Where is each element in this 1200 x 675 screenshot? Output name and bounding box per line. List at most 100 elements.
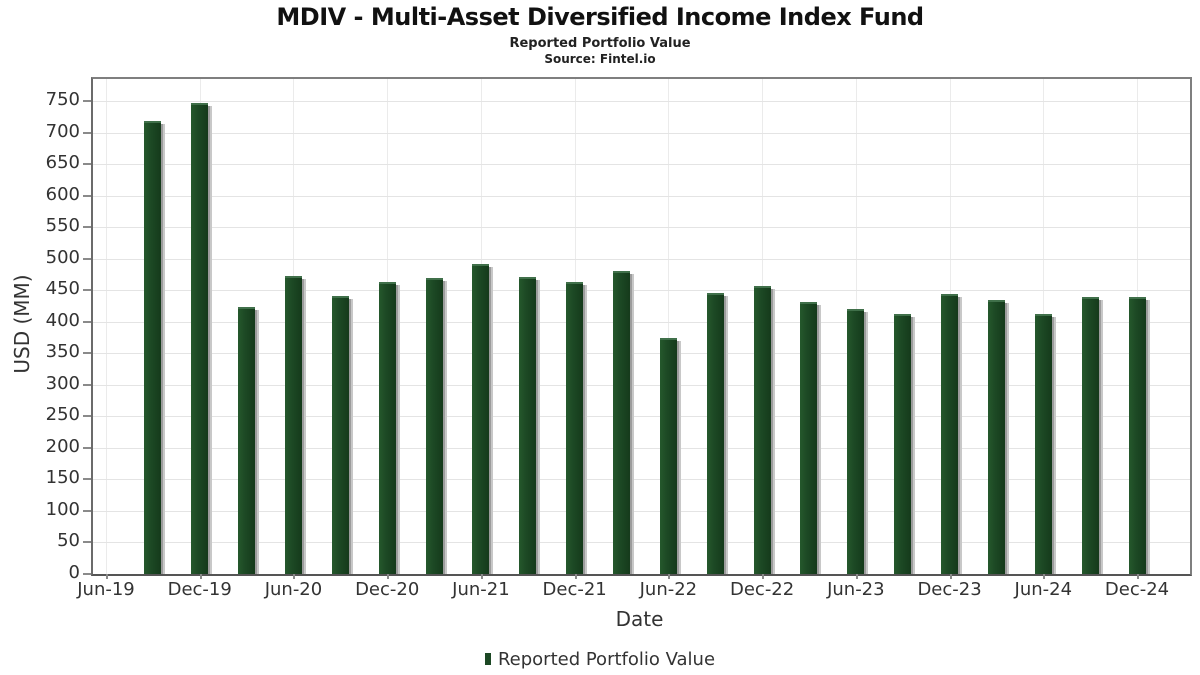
y-tick-label: 150 bbox=[45, 467, 80, 489]
bar-sep-19[interactable] bbox=[144, 121, 162, 574]
y-gridline bbox=[93, 101, 1190, 103]
bar-jun-22[interactable] bbox=[659, 338, 677, 574]
bar-dec-23[interactable] bbox=[941, 294, 959, 574]
y-tick-label: 750 bbox=[45, 89, 80, 111]
y-gridline bbox=[93, 195, 1190, 197]
bar-dec-22[interactable] bbox=[753, 286, 771, 574]
y-tick-mark bbox=[83, 257, 91, 260]
x-tick-label: Jun-21 bbox=[452, 579, 510, 600]
x-tick-mark bbox=[387, 574, 390, 579]
chart-source: Source: Fintel.io bbox=[544, 52, 656, 66]
x-tick-mark bbox=[762, 574, 765, 579]
y-tick-mark bbox=[83, 100, 91, 103]
y-gridline bbox=[93, 384, 1190, 386]
y-gridline bbox=[93, 258, 1190, 260]
x-tick-label: Jun-23 bbox=[827, 579, 885, 600]
bar-sep-20[interactable] bbox=[331, 295, 349, 574]
bar-mar-20[interactable] bbox=[238, 307, 256, 574]
y-tick-label: 350 bbox=[45, 341, 80, 363]
chart-subtitle: Reported Portfolio Value bbox=[509, 36, 691, 51]
y-tick-label: 0 bbox=[68, 562, 80, 583]
legend[interactable]: Reported Portfolio Value bbox=[0, 645, 1200, 673]
y-tick-label: 250 bbox=[45, 404, 80, 426]
x-gridline bbox=[668, 79, 670, 574]
x-tick-label: Dec-23 bbox=[917, 579, 982, 600]
x-tick-label: Jun-20 bbox=[264, 579, 323, 600]
y-tick-mark bbox=[83, 478, 91, 481]
x-tick-label: Dec-24 bbox=[1104, 579, 1170, 600]
y-tick-label: 650 bbox=[45, 152, 80, 174]
x-tick-mark bbox=[106, 574, 108, 579]
bar-dec-19[interactable] bbox=[191, 102, 209, 574]
bar-mar-21[interactable] bbox=[425, 278, 443, 574]
x-tick-mark bbox=[293, 574, 296, 579]
y-tick-label: 450 bbox=[45, 278, 80, 300]
bar-sep-23[interactable] bbox=[894, 314, 912, 574]
y-gridline bbox=[93, 447, 1190, 449]
x-axis-title: Date bbox=[615, 607, 664, 631]
y-tick-label: 400 bbox=[45, 309, 80, 331]
bar-sep-21[interactable] bbox=[519, 277, 537, 574]
x-tick-label: Jun-22 bbox=[639, 579, 698, 600]
x-tick-label: Jun-19 bbox=[77, 579, 135, 600]
y-tick-label: 550 bbox=[45, 215, 80, 237]
y-gridline bbox=[93, 416, 1190, 418]
y-gridline bbox=[93, 132, 1190, 134]
bar-sep-24[interactable] bbox=[1081, 296, 1099, 574]
bar-jun-21[interactable] bbox=[472, 264, 490, 574]
y-tick-label: 100 bbox=[45, 498, 80, 520]
x-tick-label: Jun-24 bbox=[1014, 579, 1073, 600]
x-tick-mark bbox=[668, 574, 671, 579]
chart-title: MDIV - Multi-Asset Diversified Income In… bbox=[276, 3, 924, 31]
y-gridline bbox=[93, 321, 1190, 323]
bar-dec-20[interactable] bbox=[378, 282, 396, 574]
y-gridline bbox=[93, 290, 1190, 292]
bar-dec-21[interactable] bbox=[566, 282, 584, 574]
y-tick-label: 300 bbox=[45, 372, 80, 394]
x-tick-label: Dec-21 bbox=[542, 579, 607, 600]
y-tick-label: 50 bbox=[57, 530, 80, 552]
x-tick-mark bbox=[855, 574, 858, 579]
y-tick-mark bbox=[83, 352, 91, 355]
y-tick-mark bbox=[83, 194, 91, 197]
y-tick-mark bbox=[83, 289, 91, 292]
bar-mar-24[interactable] bbox=[987, 299, 1005, 574]
x-tick-mark bbox=[1043, 574, 1046, 579]
x-tick-mark bbox=[949, 574, 952, 579]
y-tick-mark bbox=[83, 541, 91, 544]
y-tick-label: 700 bbox=[45, 120, 80, 142]
x-tick-mark bbox=[574, 574, 577, 579]
x-tick-mark bbox=[199, 574, 202, 579]
y-tick-label: 600 bbox=[45, 183, 80, 205]
series-marker-icon bbox=[484, 653, 491, 665]
bar-jun-23[interactable] bbox=[847, 308, 865, 574]
x-tick-mark bbox=[1137, 574, 1140, 579]
x-gridline bbox=[106, 79, 107, 574]
y-tick-label: 500 bbox=[45, 246, 80, 268]
bar-jun-20[interactable] bbox=[284, 275, 302, 574]
y-gridline bbox=[93, 510, 1190, 512]
y-tick-mark bbox=[83, 383, 91, 386]
y-tick-mark bbox=[83, 573, 91, 575]
y-tick-mark bbox=[83, 509, 91, 512]
x-tick-mark bbox=[480, 574, 483, 579]
bar-sep-22[interactable] bbox=[706, 293, 724, 574]
x-tick-label: Dec-22 bbox=[729, 579, 795, 600]
y-tick-mark bbox=[83, 131, 91, 134]
y-tick-mark bbox=[83, 226, 91, 229]
x-tick-label: Dec-19 bbox=[167, 579, 232, 600]
bar-mar-22[interactable] bbox=[613, 270, 630, 574]
y-tick-label: 200 bbox=[45, 435, 80, 457]
y-tick-mark bbox=[83, 320, 91, 323]
y-gridline bbox=[93, 353, 1190, 355]
y-tick-mark bbox=[83, 446, 91, 449]
bar-dec-24[interactable] bbox=[1128, 297, 1146, 574]
bar-mar-23[interactable] bbox=[800, 301, 818, 574]
y-gridline bbox=[93, 227, 1190, 229]
legend-label: Reported Portfolio Value bbox=[497, 648, 716, 670]
y-tick-mark bbox=[83, 415, 91, 418]
bar-jun-24[interactable] bbox=[1034, 313, 1052, 574]
y-gridline bbox=[93, 164, 1190, 166]
y-gridline bbox=[93, 479, 1190, 481]
